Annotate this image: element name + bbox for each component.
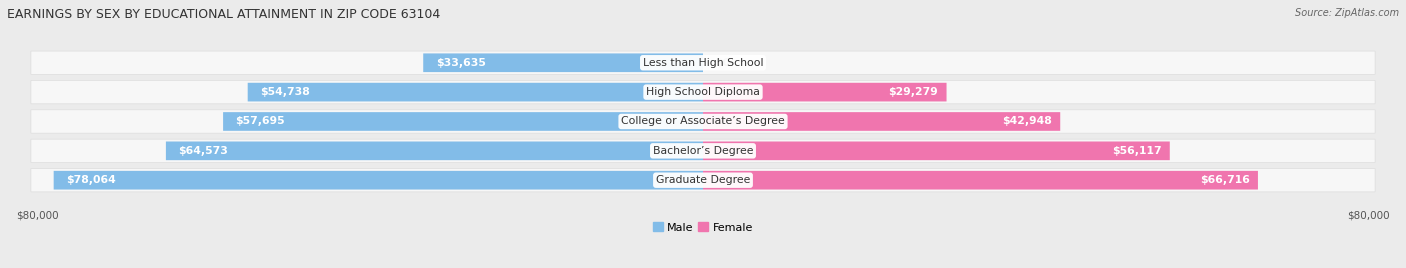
FancyBboxPatch shape: [703, 112, 1060, 131]
Text: $57,695: $57,695: [236, 117, 285, 126]
FancyBboxPatch shape: [31, 80, 1375, 104]
Text: Graduate Degree: Graduate Degree: [655, 175, 751, 185]
FancyBboxPatch shape: [166, 142, 703, 160]
FancyBboxPatch shape: [31, 51, 1375, 75]
Text: Source: ZipAtlas.com: Source: ZipAtlas.com: [1295, 8, 1399, 18]
FancyBboxPatch shape: [247, 83, 703, 102]
Text: $29,279: $29,279: [889, 87, 938, 97]
Text: $66,716: $66,716: [1199, 175, 1250, 185]
Text: $54,738: $54,738: [260, 87, 309, 97]
Text: High School Diploma: High School Diploma: [647, 87, 759, 97]
FancyBboxPatch shape: [703, 83, 946, 102]
FancyBboxPatch shape: [703, 171, 1258, 189]
Text: $42,948: $42,948: [1002, 117, 1052, 126]
Text: $78,064: $78,064: [66, 175, 115, 185]
Text: $33,635: $33,635: [436, 58, 485, 68]
Legend: Male, Female: Male, Female: [648, 218, 758, 237]
FancyBboxPatch shape: [224, 112, 703, 131]
FancyBboxPatch shape: [423, 53, 703, 72]
Text: $56,117: $56,117: [1112, 146, 1161, 156]
Text: Less than High School: Less than High School: [643, 58, 763, 68]
Text: College or Associate’s Degree: College or Associate’s Degree: [621, 117, 785, 126]
FancyBboxPatch shape: [31, 139, 1375, 162]
Text: $0: $0: [716, 58, 731, 68]
FancyBboxPatch shape: [31, 169, 1375, 192]
Text: EARNINGS BY SEX BY EDUCATIONAL ATTAINMENT IN ZIP CODE 63104: EARNINGS BY SEX BY EDUCATIONAL ATTAINMEN…: [7, 8, 440, 21]
FancyBboxPatch shape: [53, 171, 703, 189]
Text: $64,573: $64,573: [179, 146, 228, 156]
FancyBboxPatch shape: [31, 110, 1375, 133]
Text: Bachelor’s Degree: Bachelor’s Degree: [652, 146, 754, 156]
FancyBboxPatch shape: [703, 142, 1170, 160]
